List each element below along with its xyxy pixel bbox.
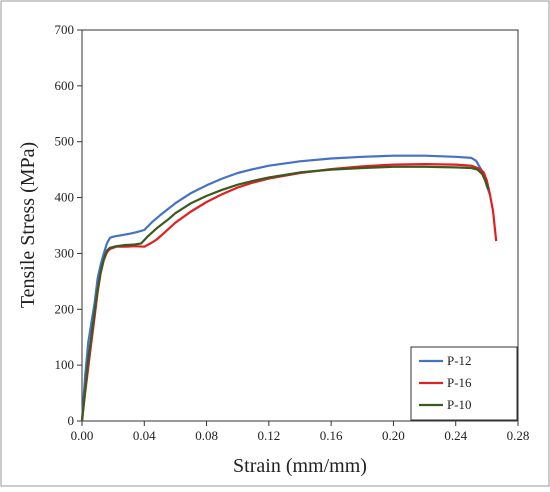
x-tick-label: 0.24: [444, 428, 467, 443]
y-axis-title: Tensile Stress (MPa): [17, 142, 39, 308]
x-axis-title: Strain (mm/mm): [233, 455, 367, 477]
y-tick-label: 0: [68, 413, 75, 428]
y-axis: 0 100 200 300 400 500 600 700: [55, 22, 82, 428]
x-axis: 0.00 0.04 0.08 0.12 0.16 0.20 0.24 0.28: [71, 421, 530, 443]
y-tick-label: 600: [55, 78, 75, 93]
x-tick-label: 0.16: [320, 428, 343, 443]
y-tick-label: 200: [55, 301, 75, 316]
y-tick-label: 100: [55, 357, 75, 372]
x-tick-label: 0.28: [507, 428, 530, 443]
legend-label: P-10: [447, 397, 472, 412]
x-tick-label: 0.04: [133, 428, 156, 443]
x-tick-label: 0.20: [382, 428, 405, 443]
series-line-p-10: [80, 165, 490, 422]
y-tick-label: 700: [55, 22, 75, 37]
y-tick-label: 400: [55, 190, 75, 205]
x-tick-label: 0.08: [195, 428, 218, 443]
series-line-p-12: [80, 154, 492, 422]
legend-label: P-12: [447, 353, 472, 368]
y-tick-label: 300: [55, 245, 75, 260]
x-tick-label: 0.12: [257, 428, 280, 443]
legend-label: P-16: [447, 375, 472, 390]
legend: P-12 P-16 P-10: [410, 346, 518, 421]
series-lines: [80, 154, 498, 422]
x-tick-label: 0.00: [71, 428, 94, 443]
y-tick-label: 500: [55, 134, 75, 149]
